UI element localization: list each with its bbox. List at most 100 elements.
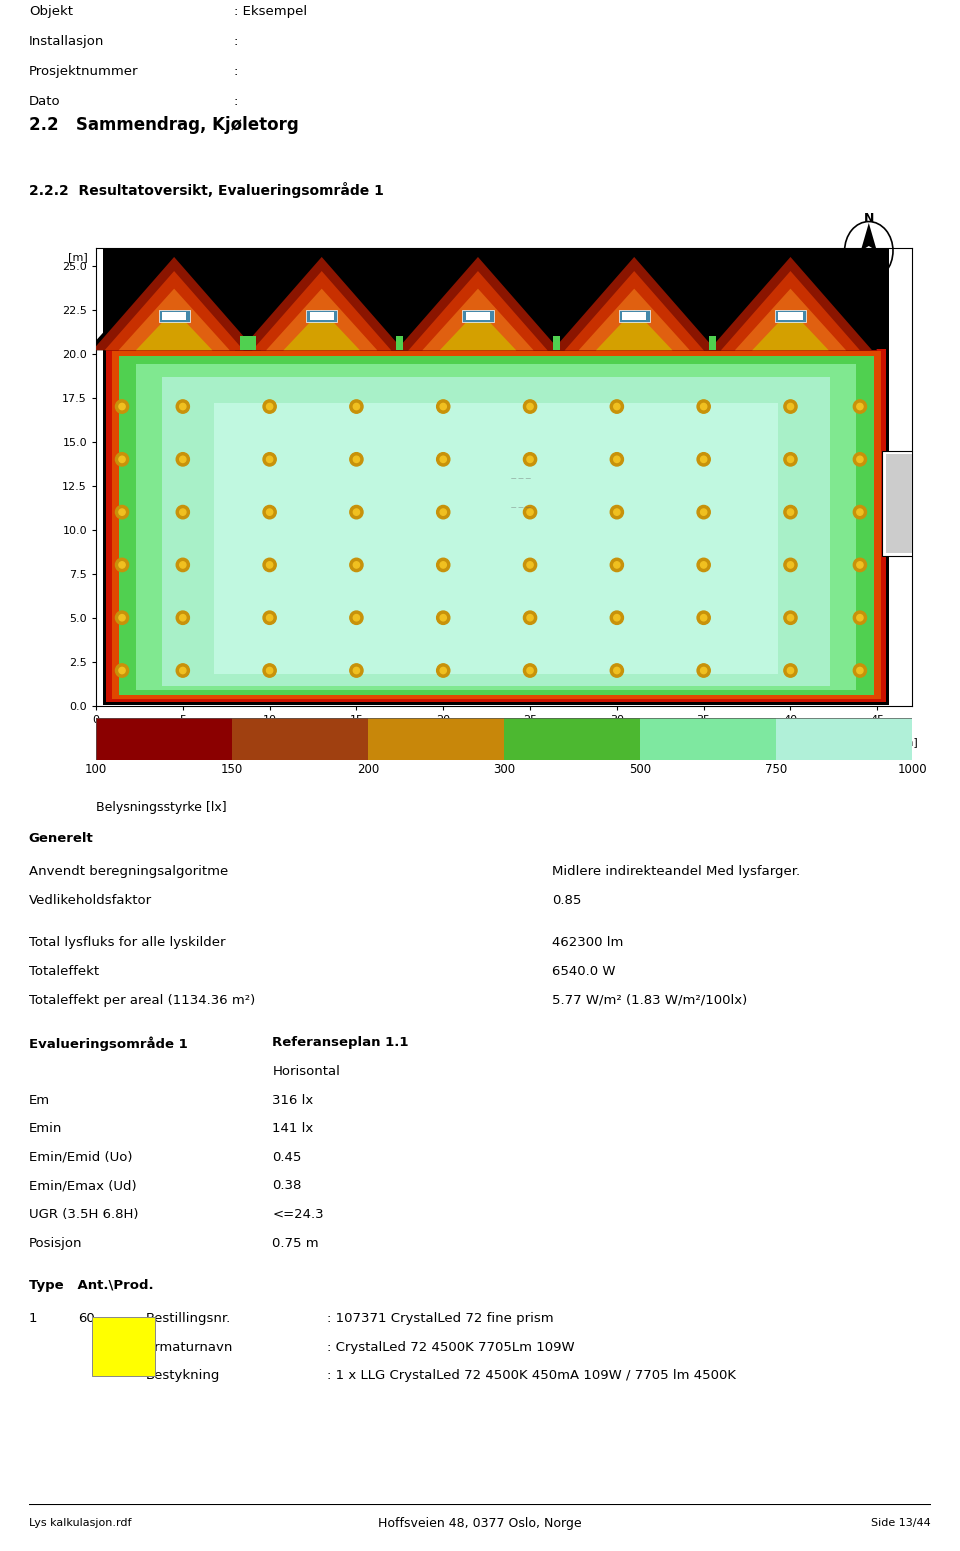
Circle shape xyxy=(353,403,360,409)
Circle shape xyxy=(180,561,186,568)
Text: 2.2   Sammendrag, Kjøletorg: 2.2 Sammendrag, Kjøletorg xyxy=(29,116,299,135)
Text: 750: 750 xyxy=(765,763,787,776)
Circle shape xyxy=(180,403,186,409)
Circle shape xyxy=(177,506,189,520)
Text: 500: 500 xyxy=(629,763,651,776)
Circle shape xyxy=(177,611,189,625)
Bar xyxy=(162,312,186,321)
Circle shape xyxy=(697,558,710,572)
Circle shape xyxy=(177,400,189,413)
Text: N: N xyxy=(864,212,874,225)
Circle shape xyxy=(611,400,623,413)
Text: : 107371 CrystalLed 72 fine prism: : 107371 CrystalLed 72 fine prism xyxy=(326,1312,553,1325)
Circle shape xyxy=(119,403,125,409)
Circle shape xyxy=(787,456,794,462)
Text: : CrystalLed 72 4500K 7705Lm 109W: : CrystalLed 72 4500K 7705Lm 109W xyxy=(326,1340,574,1354)
Circle shape xyxy=(784,400,797,413)
Text: Emin/Emid (Uo): Emin/Emid (Uo) xyxy=(29,1151,132,1163)
Text: 0.75 m: 0.75 m xyxy=(273,1236,319,1250)
Circle shape xyxy=(115,664,129,678)
Polygon shape xyxy=(440,310,516,351)
Polygon shape xyxy=(861,223,876,251)
Bar xyxy=(232,718,368,760)
Circle shape xyxy=(523,664,537,678)
Text: 2.2.2  Resultatoversikt, Evalueringsområde 1: 2.2.2 Resultatoversikt, Evalueringsområd… xyxy=(29,181,384,199)
Circle shape xyxy=(527,509,533,515)
Text: 100: 100 xyxy=(84,763,108,776)
Circle shape xyxy=(853,611,867,625)
Text: [m]: [m] xyxy=(899,737,918,748)
Circle shape xyxy=(853,558,867,572)
Text: Objekt: Objekt xyxy=(29,5,73,17)
Circle shape xyxy=(177,453,189,465)
Circle shape xyxy=(611,558,623,572)
Bar xyxy=(779,312,803,321)
Text: Totaleffekt: Totaleffekt xyxy=(29,965,99,979)
Polygon shape xyxy=(119,355,874,695)
Circle shape xyxy=(697,611,710,625)
Circle shape xyxy=(613,403,620,409)
Circle shape xyxy=(784,611,797,625)
Circle shape xyxy=(856,667,863,673)
Text: Emin: Emin xyxy=(29,1123,62,1135)
Polygon shape xyxy=(235,253,409,351)
Circle shape xyxy=(527,614,533,620)
Circle shape xyxy=(180,614,186,620)
Circle shape xyxy=(267,456,273,462)
Circle shape xyxy=(119,667,125,673)
Circle shape xyxy=(611,664,623,678)
Circle shape xyxy=(701,614,707,620)
Circle shape xyxy=(115,611,129,625)
Circle shape xyxy=(853,506,867,520)
Text: 5.77 W/m² (1.83 W/m²/100lx): 5.77 W/m² (1.83 W/m²/100lx) xyxy=(552,994,748,1007)
Circle shape xyxy=(856,456,863,462)
Circle shape xyxy=(787,667,794,673)
Circle shape xyxy=(527,561,533,568)
Polygon shape xyxy=(136,364,856,690)
Circle shape xyxy=(437,453,450,465)
Circle shape xyxy=(263,558,276,572)
Polygon shape xyxy=(283,310,360,351)
Polygon shape xyxy=(396,257,560,351)
Text: <=24.3: <=24.3 xyxy=(273,1208,324,1221)
Circle shape xyxy=(349,611,363,625)
Text: Bestykning: Bestykning xyxy=(146,1370,221,1382)
Circle shape xyxy=(853,453,867,465)
Circle shape xyxy=(440,509,446,515)
Text: 60: 60 xyxy=(79,1312,95,1325)
Text: Type   Ant.\Prod.: Type Ant.\Prod. xyxy=(29,1280,154,1292)
Text: 462300 lm: 462300 lm xyxy=(552,937,624,949)
Circle shape xyxy=(787,509,794,515)
Circle shape xyxy=(784,506,797,520)
Circle shape xyxy=(267,509,273,515)
Polygon shape xyxy=(708,257,872,351)
Text: 0.45: 0.45 xyxy=(273,1151,301,1163)
Circle shape xyxy=(611,453,623,465)
Bar xyxy=(306,310,337,323)
Circle shape xyxy=(437,400,450,413)
Text: Bestillingsnr.: Bestillingsnr. xyxy=(146,1312,231,1325)
Bar xyxy=(640,718,776,760)
Circle shape xyxy=(349,506,363,520)
Circle shape xyxy=(440,614,446,620)
Circle shape xyxy=(523,506,537,520)
Bar xyxy=(466,312,491,321)
Circle shape xyxy=(701,561,707,568)
Text: 6540.0 W: 6540.0 W xyxy=(552,965,615,979)
Circle shape xyxy=(267,667,273,673)
Circle shape xyxy=(523,611,537,625)
Circle shape xyxy=(353,561,360,568)
Text: : Eksempel: : Eksempel xyxy=(233,5,307,17)
Circle shape xyxy=(267,561,273,568)
Polygon shape xyxy=(553,257,716,351)
Circle shape xyxy=(701,667,707,673)
Polygon shape xyxy=(422,288,534,351)
Text: Totaleffekt per areal (1134.36 m²): Totaleffekt per areal (1134.36 m²) xyxy=(29,994,255,1007)
Polygon shape xyxy=(162,377,830,687)
Circle shape xyxy=(263,611,276,625)
Text: Total lysfluks for alle lyskilder: Total lysfluks for alle lyskilder xyxy=(29,937,226,949)
Circle shape xyxy=(784,453,797,465)
Circle shape xyxy=(523,400,537,413)
Circle shape xyxy=(115,558,129,572)
Polygon shape xyxy=(547,253,721,351)
